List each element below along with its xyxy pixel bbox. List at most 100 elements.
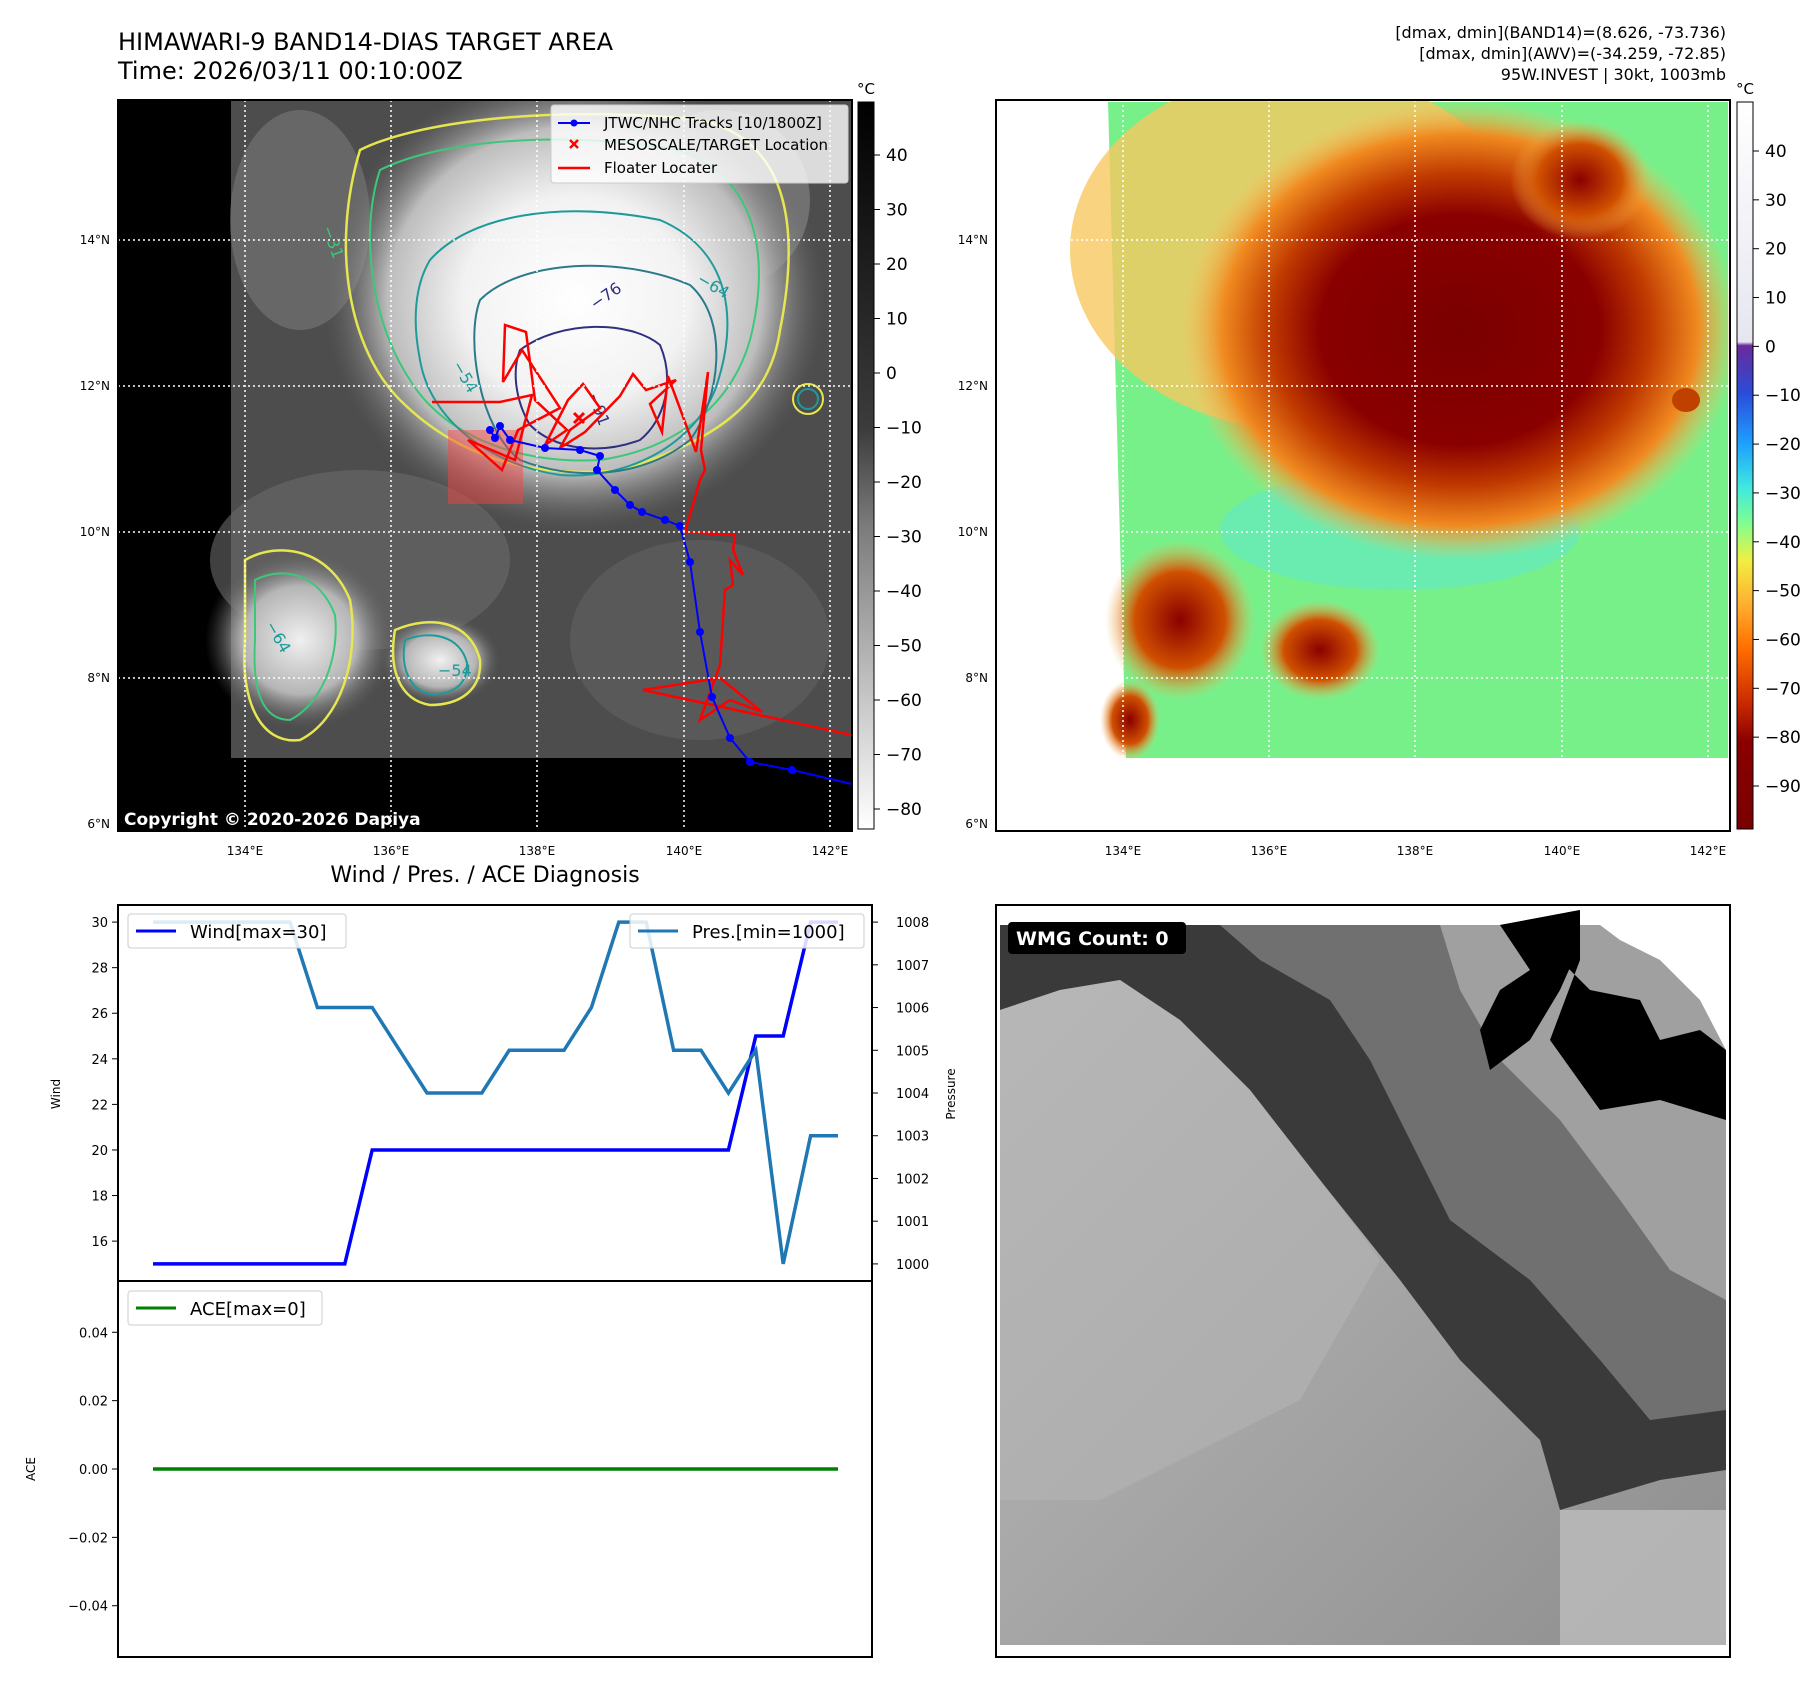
wind-axis-label: Wind bbox=[49, 1079, 63, 1109]
pressure-tick-label: 1003 bbox=[896, 1130, 929, 1145]
wv-colorbar-tick-label: −30 bbox=[1765, 484, 1801, 504]
wv-colorbar-tick-label: 40 bbox=[1765, 142, 1787, 162]
wind-tick-label: 18 bbox=[91, 1190, 108, 1205]
floater-locator-track bbox=[432, 323, 852, 737]
ir-gridlines bbox=[118, 100, 852, 831]
ir-colorbar-tick-label: 30 bbox=[886, 201, 908, 221]
ir-colorbar bbox=[857, 101, 875, 830]
lat-tick-label: 8°N bbox=[87, 671, 110, 685]
map-axis-labels: 134°E 136°E 138°E 140°E 142°E 14°N 12°N 10°N 8°N… bbox=[80, 233, 1727, 858]
ir-contour-blue bbox=[473, 264, 718, 475]
wv-map-panel bbox=[996, 100, 1730, 831]
pressure-tick-label: 1008 bbox=[896, 916, 929, 931]
wv-frame bbox=[995, 99, 1731, 832]
contour-label: −54 bbox=[438, 661, 472, 680]
wv-colorbar-tick-label: −80 bbox=[1765, 728, 1801, 748]
lat-tick-label: 12°N bbox=[958, 379, 988, 393]
target-location-marker bbox=[572, 411, 586, 425]
wv-colorbar-tick-label: 30 bbox=[1765, 191, 1787, 211]
pressure-tick-label: 1006 bbox=[896, 1002, 929, 1017]
lat-tick-label: 14°N bbox=[958, 233, 988, 247]
wv-colorbar-tick-label: −60 bbox=[1765, 630, 1801, 650]
lat-tick-label: 14°N bbox=[80, 233, 110, 247]
wv-colorbar-tick-label: 20 bbox=[1765, 240, 1787, 260]
ir-colorbar-tick-label: 20 bbox=[886, 255, 908, 275]
wind-pressure-axes bbox=[117, 904, 873, 1282]
wind-series-line bbox=[153, 920, 838, 1266]
ace-tick-label: −0.02 bbox=[68, 1531, 108, 1546]
wind-tick-label: 22 bbox=[91, 1098, 108, 1113]
wv-colorbar-tick-label: −40 bbox=[1765, 533, 1801, 553]
ir-map-panel: −31 −54 −64 −76 −91 −54 −64 bbox=[118, 100, 852, 831]
ir-legend: JTWC/NHC Tracks [10/1800Z] MESOSCALE/TAR… bbox=[550, 104, 849, 184]
wv-colorbar-tick-label: −70 bbox=[1765, 679, 1801, 699]
ir-colorbar-tick-label: −50 bbox=[886, 637, 922, 657]
pressure-legend: Pres.[min=1000] bbox=[629, 913, 865, 949]
wind-tick-label: 16 bbox=[91, 1235, 108, 1250]
pressure-tick-label: 1004 bbox=[896, 1087, 929, 1102]
pressure-tick-label: 1001 bbox=[896, 1215, 929, 1230]
ace-tick-label: 0.04 bbox=[79, 1326, 108, 1341]
lon-tick-label: 138°E bbox=[519, 844, 556, 858]
wmg-count-label: WMG Count: 0 bbox=[1016, 928, 1169, 950]
ace-tick-label: 0.00 bbox=[79, 1463, 108, 1478]
diag-ticks: 16 18 20 22 24 26 28 30 1000 1001 1002 1003 1004 1005… bbox=[68, 916, 929, 1615]
wv-colorbar bbox=[1736, 101, 1754, 830]
wv-colorbar-ticks: 40 30 20 10 0 −10 −20 −30 −40 −50 −60 −70 −80 −90 bbox=[1753, 142, 1801, 797]
pressure-tick-label: 1000 bbox=[896, 1258, 929, 1273]
ir-colorbar-tick-label: −70 bbox=[886, 746, 922, 766]
ace-legend-label: ACE[max=0] bbox=[190, 1299, 306, 1320]
wv-colorbar-tick-label: −20 bbox=[1765, 435, 1801, 455]
wv-colorbar-tick-label: 10 bbox=[1765, 289, 1787, 309]
wv-colorbar-tick-label: −50 bbox=[1765, 582, 1801, 602]
wv-storm bbox=[1180, 100, 1730, 560]
ir-colorbar-tick-label: −10 bbox=[886, 419, 922, 439]
ir-colorbar-tick-label: −80 bbox=[886, 800, 922, 820]
wv-colorbar-tick-label: −90 bbox=[1765, 777, 1801, 797]
storm-info: 95W.INVEST | 30kt, 1003mb bbox=[1501, 65, 1726, 84]
ir-colorbar-tick-label: 0 bbox=[886, 364, 897, 384]
wind-tick-label: 30 bbox=[91, 916, 108, 931]
wmg-panel: WMG Count: 0 bbox=[996, 905, 1730, 1657]
ir-colorbar-tick-label: 10 bbox=[886, 310, 908, 330]
legend-floater-locator: Floater Locater bbox=[604, 159, 718, 177]
diag-title: Wind / Pres. / ACE Diagnosis bbox=[330, 863, 639, 888]
pressure-legend-label: Pres.[min=1000] bbox=[692, 922, 845, 943]
wv-colorbar-tick-label: −10 bbox=[1765, 386, 1801, 406]
wv-cell-sw bbox=[1105, 540, 1255, 700]
wv-gridlines bbox=[996, 100, 1730, 831]
ir-frame bbox=[117, 99, 853, 832]
wind-legend-label: Wind[max=30] bbox=[190, 922, 327, 943]
wind-tick-label: 28 bbox=[91, 962, 108, 977]
lon-tick-label: 134°E bbox=[1105, 844, 1142, 858]
legend-target-location: MESOSCALE/TARGET Location bbox=[604, 136, 828, 154]
lon-tick-label: 136°E bbox=[1251, 844, 1288, 858]
ace-tick-label: 0.02 bbox=[79, 1395, 108, 1410]
lat-tick-label: 12°N bbox=[80, 379, 110, 393]
wmg-frame bbox=[995, 904, 1731, 1658]
wmg-count-badge bbox=[1008, 922, 1186, 954]
lon-tick-label: 140°E bbox=[666, 844, 703, 858]
pressure-tick-label: 1007 bbox=[896, 959, 929, 974]
lat-tick-label: 6°N bbox=[965, 817, 988, 831]
lon-tick-label: 136°E bbox=[373, 844, 410, 858]
lat-tick-label: 8°N bbox=[965, 671, 988, 685]
lat-tick-label: 10°N bbox=[80, 525, 110, 539]
ace-legend: ACE[max=0] bbox=[127, 1290, 323, 1326]
lon-tick-label: 138°E bbox=[1397, 844, 1434, 858]
wind-legend: Wind[max=30] bbox=[127, 913, 347, 949]
pressure-tick-label: 1005 bbox=[896, 1044, 929, 1059]
pressure-axis-label: Pressure bbox=[944, 1068, 958, 1119]
figure-time: Time: 2026/03/11 00:10:00Z bbox=[117, 57, 463, 85]
ir-colorbar-tick-label: 40 bbox=[886, 146, 908, 166]
wind-tick-label: 24 bbox=[91, 1053, 108, 1068]
ir-contour-teal bbox=[414, 210, 729, 477]
lon-tick-label: 142°E bbox=[1690, 844, 1727, 858]
awv-range: [dmax, dmin](AWV)=(-34.259, -72.85) bbox=[1419, 44, 1726, 63]
wind-tick-label: 26 bbox=[91, 1007, 108, 1022]
ir-nodata-bottom bbox=[118, 758, 852, 831]
lon-tick-label: 134°E bbox=[227, 844, 264, 858]
lat-tick-label: 6°N bbox=[87, 817, 110, 831]
pressure-tick-label: 1002 bbox=[896, 1172, 929, 1187]
